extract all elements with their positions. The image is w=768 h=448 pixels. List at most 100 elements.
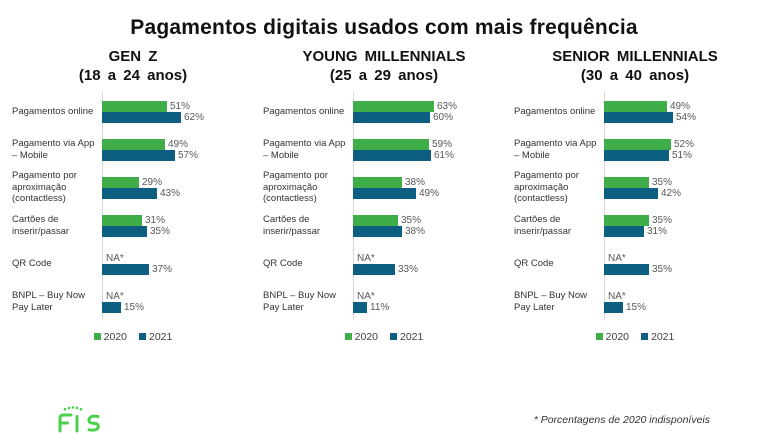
bar-value-label: 49% — [419, 187, 440, 199]
panel-title: YOUNG MILLENNIALS — [302, 48, 466, 65]
category-label: BNPL – Buy Now Pay Later — [263, 290, 353, 314]
axis-line — [353, 90, 354, 321]
bar-line-2021: 15% — [102, 301, 254, 313]
bar-line-2020: 51% — [102, 100, 254, 112]
bar-group: 59% 61% — [353, 138, 505, 161]
chart-panel-3: SENIOR MILLENNIALS (30 a 40 anos) Pagament… — [514, 48, 756, 343]
category-row: Pagamento via App – Mobile 59% 61% — [263, 131, 505, 169]
bar-2020 — [604, 138, 671, 150]
category-label-line: (contactless) — [263, 193, 317, 205]
category-label-line: Pay Later — [514, 301, 555, 313]
bar-value-label: 15% — [124, 301, 145, 313]
bar-group: NA* 35% — [604, 253, 756, 275]
category-row: QR Code NA* 37% — [12, 245, 254, 283]
category-label-line: Pay Later — [263, 301, 304, 313]
bar-line-2021: 35% — [604, 263, 756, 275]
category-label-line: – Mobile — [514, 149, 550, 161]
axis-line — [102, 90, 103, 321]
na-label: NA* — [608, 290, 626, 302]
bar-2021 — [604, 111, 673, 123]
bar-line-2021: 31% — [604, 225, 756, 237]
bar-2020 — [604, 176, 649, 188]
category-label-line: (contactless) — [514, 193, 568, 205]
bar-value-label: 54% — [676, 111, 697, 123]
bar-2021 — [353, 111, 430, 123]
category-label: Cartões de inserir/passar — [514, 214, 604, 238]
bar-line-2021: 38% — [353, 225, 505, 237]
bar-2021 — [102, 187, 157, 199]
bar-2020 — [102, 100, 167, 112]
bar-group: 31% 35% — [102, 214, 254, 237]
bar-2021 — [353, 149, 431, 161]
category-label: BNPL – Buy Now Pay Later — [12, 290, 102, 314]
bar-line-2021: 33% — [353, 263, 505, 275]
category-label-line: Cartões de — [514, 213, 561, 225]
axis-line — [604, 90, 605, 321]
legend-label-2020: 2020 — [103, 330, 127, 343]
category-label-line: – Mobile — [12, 149, 48, 161]
category-row: Pagamentos online 51% 62% — [12, 93, 254, 131]
category-label-line: QR Code — [12, 257, 52, 269]
bar-line-2021: 61% — [353, 149, 505, 161]
bar-2020 — [353, 176, 402, 188]
bar-value-label: 52% — [674, 138, 695, 150]
panel-subtitle: (25 a 29 anos) — [329, 66, 439, 84]
na-label: NA* — [608, 252, 626, 264]
bar-2021 — [604, 187, 658, 199]
bar-value-label: 60% — [433, 111, 454, 123]
bar-group: 29% 43% — [102, 176, 254, 199]
bar-value-label: 31% — [647, 225, 668, 237]
legend: 2020 2021 — [12, 331, 254, 343]
bar-line-2021: 51% — [604, 149, 756, 161]
bar-value-label: 37% — [152, 263, 173, 275]
bar-line-2020: 35% — [604, 176, 756, 188]
bar-line-2020: NA* — [353, 253, 505, 264]
category-label-line: Pagamento por — [263, 169, 328, 181]
legend: 2020 2021 — [263, 331, 505, 343]
bar-2021 — [102, 301, 121, 313]
category-label-line: Pagamento por — [514, 169, 579, 181]
bar-value-label: 62% — [184, 111, 205, 123]
category-label: Pagamento via App – Mobile — [263, 138, 353, 162]
category-label-line: inserir/passar — [263, 225, 321, 237]
fis-logo-icon — [58, 406, 100, 433]
bar-2021 — [604, 225, 644, 237]
bar-line-2021: 60% — [353, 111, 505, 123]
bar-line-2021: 57% — [102, 149, 254, 161]
category-label-line: BNPL – Buy Now — [514, 289, 588, 301]
bar-group: 51% 62% — [102, 100, 254, 123]
category-label: Cartões de inserir/passar — [263, 214, 353, 238]
page-title: Pagamentos digitais usados com mais freq… — [130, 16, 638, 39]
bar-line-2021: 15% — [604, 301, 756, 313]
bar-line-2020: NA* — [102, 291, 254, 302]
category-row: BNPL – Buy Now Pay Later NA* 15% — [12, 283, 254, 321]
bar-value-label: 38% — [405, 225, 426, 237]
bar-line-2020: NA* — [353, 291, 505, 302]
footnote: * Porcentagens de 2020 indisponíveis — [533, 414, 710, 426]
bar-line-2021: 49% — [353, 187, 505, 199]
category-label-line: Pagamento via App — [12, 137, 95, 149]
category-label: Cartões de inserir/passar — [12, 214, 102, 238]
category-row: Pagamento via App – Mobile 52% 51% — [514, 131, 756, 169]
bar-group: NA* 37% — [102, 253, 254, 275]
category-label: QR Code — [12, 258, 102, 270]
category-row: Pagamentos online 63% 60% — [263, 93, 505, 131]
category-row: QR Code NA* 33% — [263, 245, 505, 283]
legend-swatch-2021 — [139, 333, 146, 340]
bar-group: NA* 15% — [604, 291, 756, 313]
bar-line-2021: 35% — [102, 225, 254, 237]
category-label-line: BNPL – Buy Now — [12, 289, 86, 301]
legend-swatch-2020 — [595, 333, 603, 340]
bar-line-2020: 52% — [604, 138, 756, 150]
bar-2020 — [353, 214, 398, 226]
bar-line-2020: 35% — [353, 214, 505, 226]
category-label-line: inserir/passar — [12, 225, 70, 237]
bar-group: 52% 51% — [604, 138, 756, 161]
panel-subtitle: (30 a 40 anos) — [580, 66, 690, 84]
category-row: Pagamento por aproximação (contactless) 35%… — [514, 169, 756, 207]
bar-group: 35% 38% — [353, 214, 505, 237]
bar-line-2021: 42% — [604, 187, 756, 199]
bar-value-label: 11% — [370, 301, 390, 313]
legend-label-2021: 2021 — [651, 330, 675, 343]
bar-group: 38% 49% — [353, 176, 505, 199]
